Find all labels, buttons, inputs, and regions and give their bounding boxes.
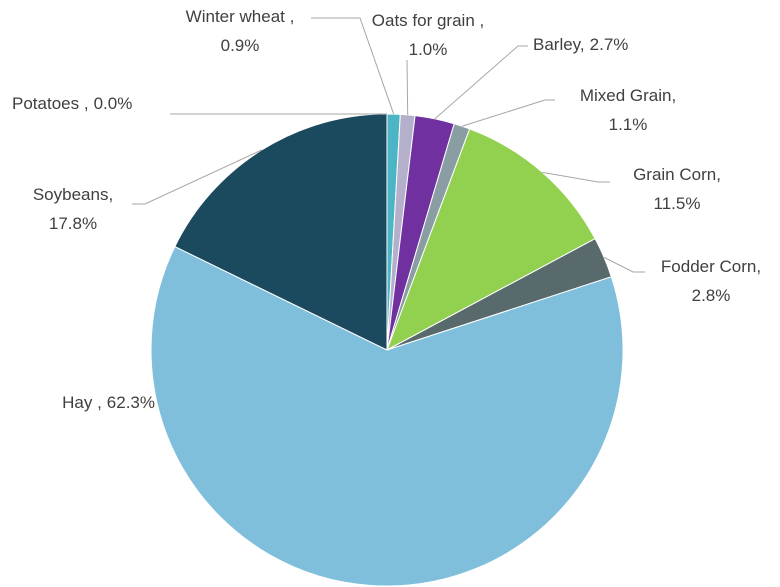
label-category: Fodder Corn, [661, 257, 761, 276]
label-value: 1.0% [409, 40, 448, 59]
label-value: 0.9% [221, 36, 260, 55]
label-category: Mixed Grain, [580, 86, 676, 105]
label-category: Hay , [62, 393, 102, 412]
data-label: Barley, 2.7% [533, 35, 628, 54]
leader-line [311, 17, 395, 115]
leader-line [603, 256, 645, 273]
pie-slice [150, 245, 624, 587]
label-category: Soybeans, [33, 185, 113, 204]
label-category: Winter wheat , [186, 7, 295, 26]
leader-line [434, 45, 528, 120]
pie-slice [174, 113, 388, 351]
label-value: 17.8% [49, 214, 97, 233]
label-category: Barley, [533, 35, 585, 54]
data-label: Hay , 62.3% [62, 393, 155, 412]
label-value: 11.5% [654, 194, 701, 213]
leader-line [461, 99, 555, 127]
data-label: Grain Corn, 11.5% [633, 165, 721, 213]
leader-line [542, 171, 610, 183]
data-label: Oats for grain , 1.0% [372, 11, 484, 59]
label-value: 1.1% [609, 115, 648, 134]
label-value: 62.3% [107, 393, 155, 412]
label-value: 0.0% [94, 94, 133, 113]
data-label: Potatoes , 0.0% [12, 94, 132, 113]
data-label: Fodder Corn, 2.8% [661, 257, 761, 305]
leader-line [406, 59, 409, 115]
label-category: Oats for grain , [372, 11, 484, 30]
label-category: Potatoes , [12, 94, 89, 113]
leader-line [132, 149, 263, 205]
label-value: 2.7% [590, 35, 629, 54]
data-label: Soybeans, 17.8% [33, 185, 113, 233]
label-value: 2.8% [692, 286, 731, 305]
label-category: Grain Corn, [633, 165, 721, 184]
data-label: Winter wheat , 0.9% [186, 7, 295, 55]
data-label: Mixed Grain, 1.1% [580, 86, 676, 134]
